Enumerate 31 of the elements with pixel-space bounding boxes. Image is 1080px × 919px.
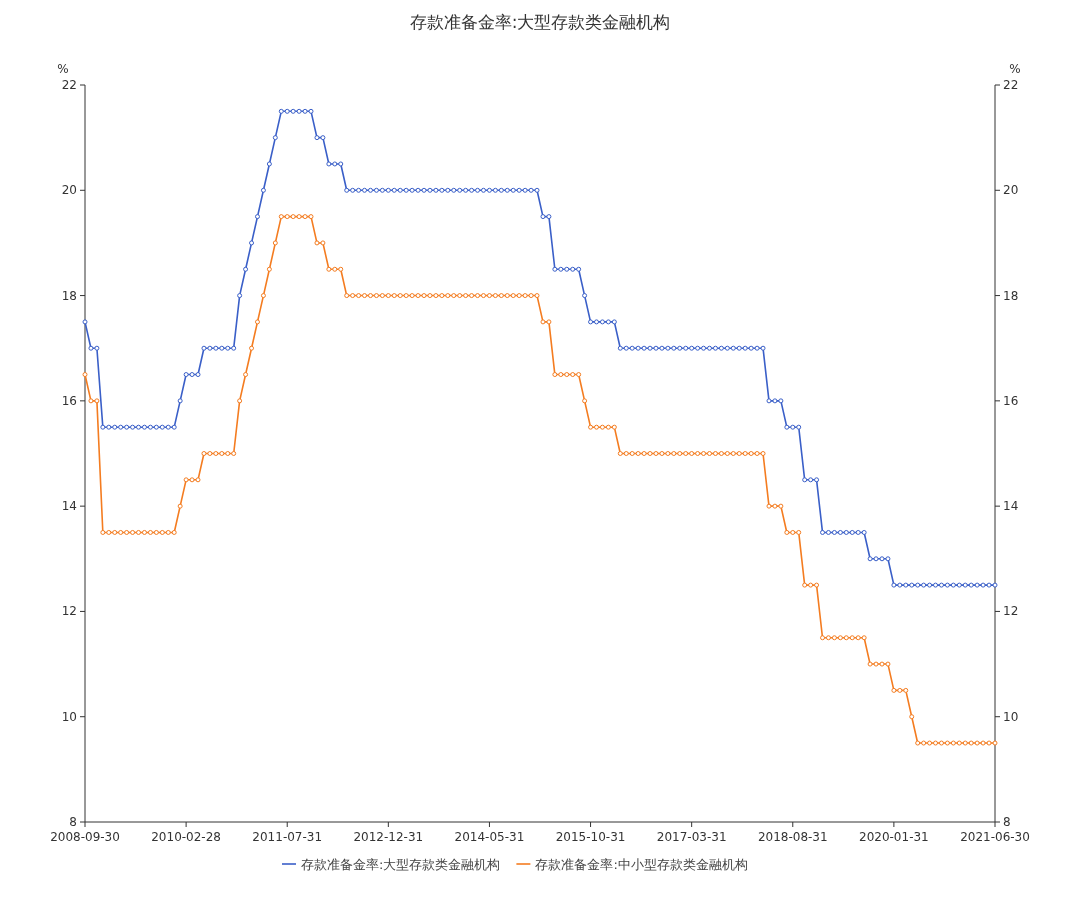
y-tick-label: 20	[61, 183, 77, 198]
y-tick-label: 8	[69, 815, 77, 829]
chart-title: 存款准备金率:大型存款类金融机构	[409, 12, 671, 32]
y2-tick-label: 22	[1003, 78, 1019, 92]
legend-label: 存款准备金率:中小型存款类金融机构	[535, 857, 748, 872]
y2-tick-label: 10	[1003, 709, 1019, 724]
y-tick-label: 16	[61, 393, 77, 408]
legend-label: 存款准备金率:大型存款类金融机构	[301, 857, 501, 872]
y2-tick-label: 8	[1003, 815, 1011, 829]
x-tick-label: 2011-07-31	[252, 830, 323, 844]
y2-tick-label: 14	[1003, 499, 1019, 514]
x-tick-label: 2021-06-30	[960, 830, 1030, 844]
y2-tick-label: 12	[1003, 604, 1019, 619]
x-tick-label: 2018-08-31	[757, 830, 828, 844]
y-tick-label: 22	[61, 78, 77, 92]
y-tick-label: 18	[61, 288, 77, 303]
x-tick-label: 2014-05-31	[454, 830, 525, 844]
x-tick-label: 2010-02-28	[151, 830, 221, 844]
x-tick-label: 2008-09-30	[50, 830, 120, 844]
y2-axis-title: %	[1009, 62, 1021, 76]
x-tick-label: 2020-01-31	[859, 830, 929, 844]
y-axis-title: %	[57, 62, 69, 76]
y-tick-label: 10	[61, 709, 77, 724]
x-tick-label: 2017-03-31	[656, 830, 727, 844]
y-tick-label: 14	[61, 499, 77, 514]
x-tick-label: 2012-12-31	[353, 830, 424, 844]
x-tick-label: 2015-10-31	[555, 830, 626, 844]
y-tick-label: 12	[61, 604, 77, 619]
y2-tick-label: 20	[1003, 183, 1019, 198]
y2-tick-label: 18	[1003, 288, 1019, 303]
y2-tick-label: 16	[1003, 393, 1019, 408]
